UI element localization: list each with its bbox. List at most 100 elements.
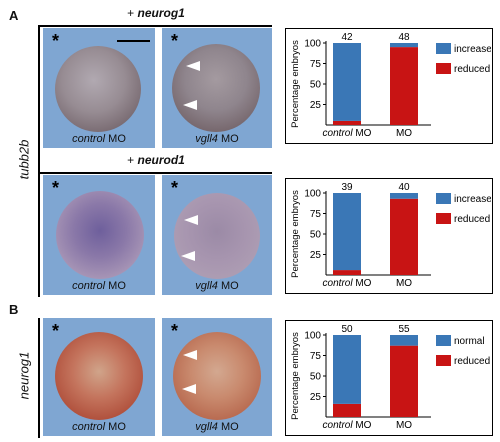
panel-letter-a: A (9, 8, 19, 23)
photo-caption: vgll4 MO (195, 421, 239, 433)
y-tick-label: 100 (304, 331, 321, 342)
row-bracket-b (38, 318, 40, 438)
dorsal-marker-icon: * (171, 178, 179, 198)
legend-label-increased: increased (454, 194, 491, 205)
embryo-photo-vgll4-neurog1-b: * vgll4 MO (162, 318, 272, 436)
row-label-tubb2b: tubb2b (16, 139, 32, 180)
bar-count-label: 55 (398, 324, 410, 335)
group-title-neurog1: + neurog1 (40, 6, 272, 20)
embryo-image (173, 332, 261, 420)
y-axis-label: Percentage embryos (290, 40, 301, 128)
bar-segment-reduced (333, 403, 361, 417)
arrowhead-icon (183, 350, 197, 360)
legend-label-normal: normal (454, 336, 485, 347)
scale-bar (117, 40, 150, 42)
dorsal-marker-icon: * (52, 321, 60, 341)
photo-caption: vgll4 MO (195, 280, 239, 292)
legend-label-reduced: reduced (454, 356, 490, 367)
row-label-neurog1: neurog1 (16, 351, 32, 400)
y-tick-label: 75 (310, 59, 322, 70)
legend-swatch-reduced (436, 213, 451, 224)
embryo-photo-control-neurog1: * control MO (43, 28, 155, 148)
embryo-image (172, 44, 260, 132)
x-category-label: control MO (323, 278, 372, 289)
group-underline-mid (40, 172, 272, 174)
legend-swatch-increased (436, 193, 451, 204)
y-tick-label: 100 (304, 39, 321, 50)
group-gene: neurod1 (137, 153, 185, 167)
legend-swatch-increased (436, 43, 451, 54)
arrowhead-icon (183, 100, 197, 110)
bar-segment-normal (333, 335, 361, 404)
chart-panel-2: Percentage embryos 25 50 75 100 39 control MO 4… (285, 178, 497, 294)
y-tick-label: 25 (310, 392, 322, 403)
embryo-photo-control-neurod1: * control MO (43, 175, 155, 295)
bar-count-label: 39 (341, 182, 353, 193)
bar-segment-increased (390, 43, 418, 48)
group-gene: neurog1 (137, 6, 185, 20)
legend-label-increased: increased (454, 44, 491, 55)
bar-count-label: 50 (341, 324, 353, 335)
photo-caption: control MO (72, 421, 126, 433)
embryo-image (55, 46, 141, 132)
stacked-bar-chart-2: Percentage embryos 25 50 75 100 39 control MO 4… (290, 182, 497, 289)
bar-segment-increased (333, 43, 361, 121)
y-tick-label: 50 (310, 230, 322, 241)
bar-segment-reduced (390, 345, 418, 417)
legend-swatch-normal (436, 335, 451, 346)
photo-caption: control MO (72, 280, 126, 292)
photo-caption: control MO (72, 133, 126, 145)
y-tick-label: 100 (304, 189, 321, 200)
group-prefix: + (127, 153, 138, 167)
group-underline-top (40, 25, 272, 27)
embryo-image (174, 193, 260, 279)
chart-panel-1: Percentage embryos 25 50 75 100 42 control MO 4… (285, 28, 497, 144)
panel-letter-b: B (9, 302, 19, 317)
x-category-label: control MO (323, 420, 372, 431)
embryo-photo-vgll4-neurog1: * vgll4 MO (162, 28, 272, 148)
arrowhead-icon (186, 61, 200, 71)
y-tick-label: 25 (310, 250, 322, 261)
arrowhead-icon (181, 251, 195, 261)
legend-label-reduced: reduced (454, 64, 490, 75)
dorsal-marker-icon: * (171, 321, 179, 341)
embryo-image (55, 332, 143, 420)
bar-segment-reduced (390, 198, 418, 275)
dorsal-marker-icon: * (52, 178, 60, 198)
y-tick-label: 50 (310, 372, 322, 383)
chart-panel-3: Percentage embryos 25 50 75 100 50 control MO 5… (285, 320, 493, 436)
y-tick-label: 75 (310, 351, 322, 362)
stacked-bar-chart-3: Percentage embryos 25 50 75 100 50 control MO 5… (290, 324, 490, 431)
bar-count-label: 42 (341, 32, 353, 43)
row-bracket-a (38, 25, 40, 297)
bar-segment-reduced (333, 270, 361, 275)
bar-segment-increased (390, 193, 418, 199)
arrowhead-icon (184, 215, 198, 225)
group-prefix: + (127, 6, 138, 20)
y-tick-label: 75 (310, 209, 322, 220)
legend-swatch-reduced (436, 63, 451, 74)
x-category-label: control MO (323, 128, 372, 139)
bar-segment-reduced (390, 47, 418, 125)
bar-count-label: 48 (398, 32, 410, 43)
y-tick-label: 50 (310, 80, 322, 91)
bar-segment-increased (333, 193, 361, 271)
x-category-label: MO (396, 128, 412, 139)
embryo-image (56, 191, 144, 279)
dorsal-marker-icon: * (52, 31, 60, 51)
y-axis-label: Percentage embryos (290, 190, 301, 278)
group-title-neurod1: + neurod1 (40, 153, 272, 167)
embryo-photo-vgll4-neurod1: * vgll4 MO (162, 175, 272, 295)
legend-swatch-reduced (436, 355, 451, 366)
bar-segment-normal (390, 335, 418, 346)
photo-caption: vgll4 MO (195, 133, 239, 145)
x-category-label: MO (396, 420, 412, 431)
bar-segment-reduced (333, 120, 361, 125)
arrowhead-icon (182, 384, 196, 394)
bar-count-label: 40 (398, 182, 410, 193)
y-tick-label: 25 (310, 100, 322, 111)
y-axis-label: Percentage embryos (290, 332, 301, 420)
stacked-bar-chart-1: Percentage embryos 25 50 75 100 42 control MO 4… (290, 32, 497, 139)
legend-label-reduced: reduced (454, 214, 490, 225)
x-category-label: MO (396, 278, 412, 289)
